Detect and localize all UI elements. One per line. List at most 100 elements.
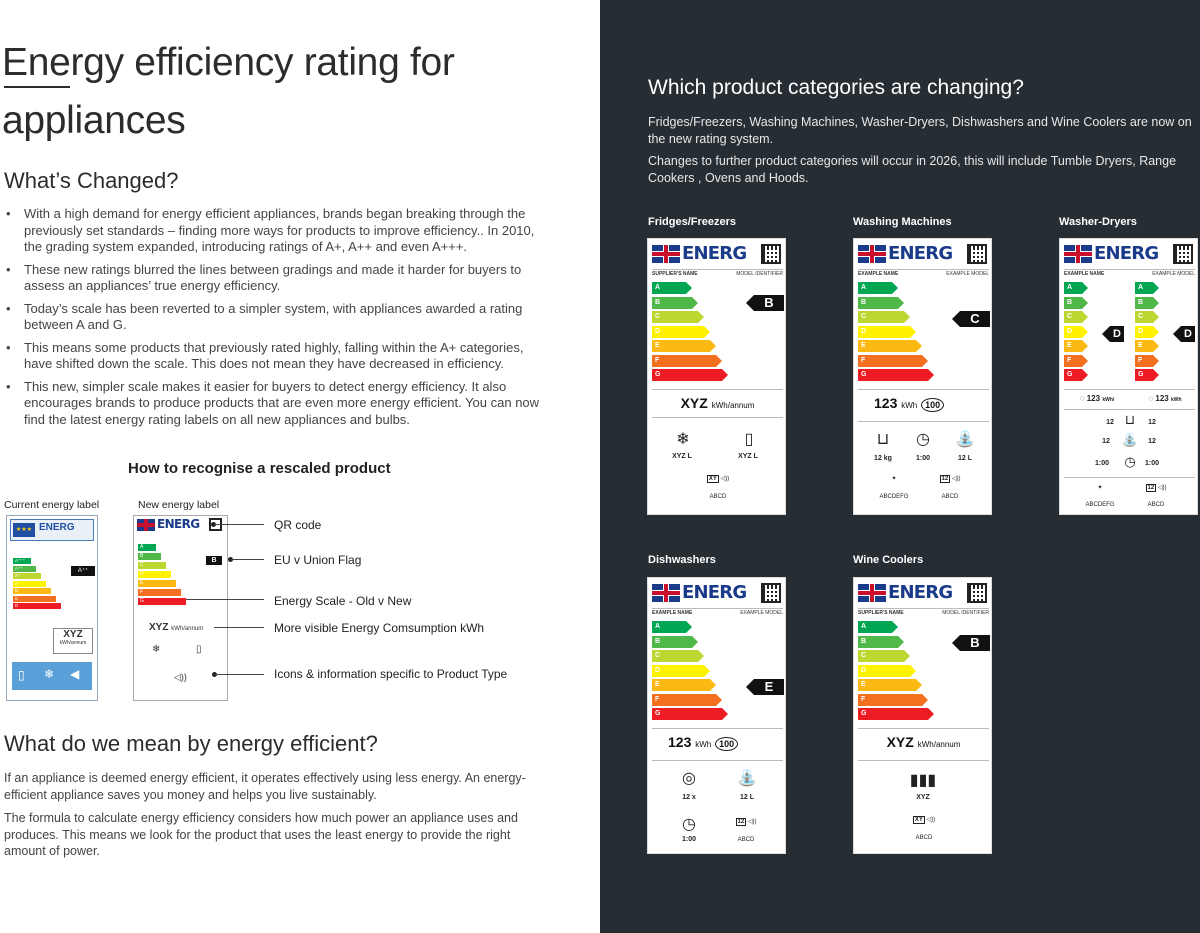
energy-efficient-para-1: If an appliance is deemed energy efficie… [4,771,526,802]
scale-bar-g: G [858,369,934,381]
scale-bar-g: G [858,708,934,720]
energ-wordmark: ENERG [682,243,747,264]
callout-consumption: More visible Energy Comsumption kWh [274,621,485,635]
divider [652,760,783,761]
scale-bar-c: C [858,311,910,323]
water-dry: 12 [1148,438,1156,445]
scale-bar-a: A [858,282,898,294]
title-line-1: Energy efficiency rating for [2,41,455,84]
noise-icon: 12 ◁)) [735,818,757,826]
label-header: ENERG [1064,243,1195,267]
callout-dot [211,522,216,527]
plates-icon: ◎ [682,770,696,787]
callout-dot [228,557,233,562]
callout-qr-code: QR code [274,518,322,532]
old-scale-bar: C [13,595,56,602]
bullet-item: With a high demand for energy efficient … [6,206,554,256]
old-scale-bar: A⁺ [13,573,41,579]
mini-scale-bar-d: D [138,571,171,578]
mini-scale-bar-a: A [138,544,156,551]
title-line-2: appliances [2,99,186,142]
scale-bar-c: C [1064,311,1088,323]
old-scale-bar: A [13,580,46,587]
scale-bar-c: C [858,650,910,662]
capacity: 12 kg [874,455,892,462]
spin-class: ABCDEFG [1085,502,1115,508]
category-title-washing: Washing Machines [853,216,952,228]
scale-bar-a: A [652,621,692,633]
mini-scale-bar-f: F [138,589,181,596]
divider [652,417,783,418]
water-tap-icon: ⛲ [955,431,975,448]
scale-bar-d: D [1135,325,1159,338]
scale-bar-f: F [652,693,722,706]
divider [652,728,783,729]
label-header: ENERG [858,582,989,606]
new-label-consumption: XYZ kWh/annum [149,622,204,633]
divider [858,389,989,390]
programme-duration: 1:00 [681,836,696,843]
noise-class: ABCD [915,835,933,841]
old-label-consumption: XYZ kWh/annum [53,628,93,654]
noise-class: ABCD [1147,502,1165,508]
speaker-icon: ◀ [70,667,80,681]
rating-badge: D [1173,326,1195,342]
categories-para-1: Fridges/Freezers, Washing Machines, Wash… [648,115,1192,146]
divider [1064,389,1195,390]
duration-wash: 1:00 [1094,460,1109,467]
callout-line [186,599,264,600]
old-label-icons: ▯ ❄ ◀ [12,662,92,690]
old-label-xyz: XYZ [63,629,83,640]
scale-bar-c: C [1135,311,1159,323]
freezer-volume: XYZ L [672,453,692,460]
mini-scale-bar-g: G [138,598,186,605]
rating-badge: C [952,311,990,327]
scale-bar-b: B [652,296,698,309]
spin-class: ABCDEFG [879,494,909,500]
scale-bar-b: B [1135,296,1159,309]
label-header: ENERG [858,243,989,267]
scale-bar-a: A [858,621,898,633]
scale-bar-d: D [858,325,916,338]
callout-flag: EU v Union Flag [274,553,362,567]
callout-line [214,627,264,628]
bullet-item: These new ratings blurred the lines betw… [6,262,554,295]
noise-icon: XY ◁)) [706,475,730,483]
bullet-item: This new, simpler scale makes it easier … [6,379,554,429]
energ-wordmark: ENERG [1094,243,1159,264]
label-supplier-row: EXAMPLE NAME EXAMPLE MODEL [858,269,989,277]
noise-class: ABCD [941,494,959,500]
scale-bar-e: E [1135,340,1159,352]
callout-line [231,559,264,560]
mini-scale-bar-b: B [138,553,161,560]
divider [1064,409,1195,410]
fridge-icon: ▯ [18,668,25,682]
rating-badge: B [952,635,990,651]
programme-duration: 1:00 [915,455,930,462]
scale-bar-c: C [652,311,704,323]
qr-code-icon [967,244,987,264]
old-label-rating: A⁺⁺ [71,566,95,576]
speaker-icon: ◁)) [174,672,187,682]
bullet-item: This means some products that previously… [6,340,554,373]
divider [858,421,989,422]
noise-class: ABCD [737,837,755,843]
laundry-basket-icon: ⊔ [876,431,890,448]
whats-changed-heading: What’s Changed? [4,168,179,193]
eu-flag-icon: ★★★ [13,523,35,537]
scale-bar-f: F [858,693,928,706]
scale-bar-e: E [858,340,922,352]
categories-para-2: Changes to further product categories wi… [648,154,1177,185]
union-flag-icon [1064,245,1092,263]
bottle-icon: ▯ [744,431,754,448]
union-flag-icon [858,245,886,263]
union-flag-icon [858,584,886,602]
clock-icon: ◷ [916,431,930,448]
water-consumption: 12 L [957,455,972,462]
